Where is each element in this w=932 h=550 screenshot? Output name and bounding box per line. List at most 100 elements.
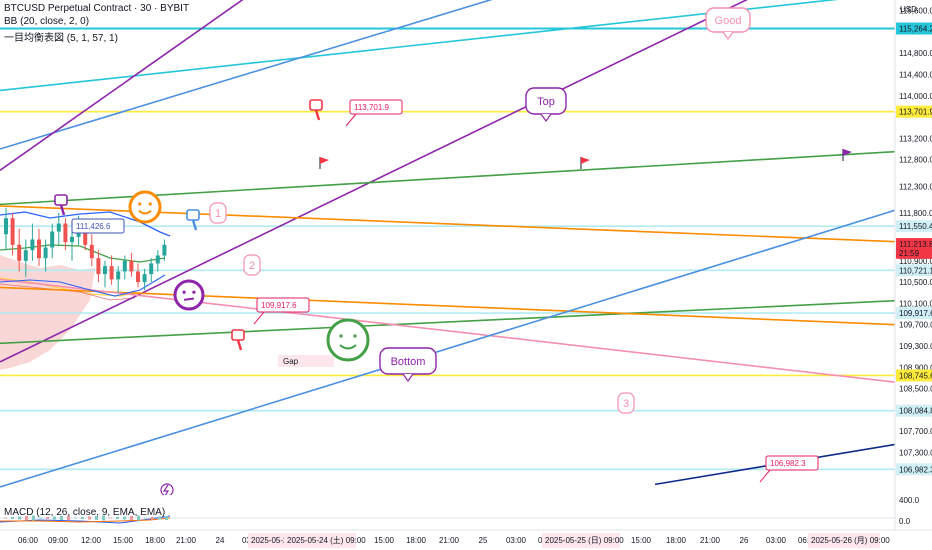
candle-body-5 [37, 239, 41, 259]
time-highlight-2 [542, 533, 620, 548]
callout-mid-box [71, 218, 125, 234]
macd-hist-7 [53, 516, 56, 520]
macd-hist-0 [4, 517, 7, 519]
hand-icon-2 [231, 329, 245, 341]
price-tick-label-15: 107,700.0 [899, 427, 932, 436]
macd-hist-12 [88, 516, 91, 520]
trendline-9 [0, 209, 895, 488]
macd-hist-2 [18, 516, 21, 520]
flag-icon-3 [843, 149, 852, 156]
price-tick-label-16: 107,300.0 [899, 448, 932, 457]
price-tick-label-13: 108,900.0 [899, 363, 932, 372]
smiley-purple-icon-eye-l [182, 290, 186, 294]
smiley-green-icon [326, 318, 370, 362]
number-tag-3-box [617, 392, 635, 414]
smiley-purple-icon [173, 279, 205, 311]
time-tick-label-5: 21:00 [176, 536, 197, 545]
price-badge-1 [896, 105, 932, 118]
time-highlight-label-1: 2025-05-24 (土) 09:00 [287, 535, 366, 545]
macd-hist-22 [158, 516, 161, 520]
price-tick-label-1: 114,800.0 [899, 49, 932, 58]
hand-icon-2-finger [236, 339, 243, 351]
price-badge-7 [896, 369, 932, 382]
candle-body-4 [30, 239, 35, 251]
macd-tick-label-0: 400.0 [899, 496, 920, 505]
bubble-good: Good [715, 15, 742, 27]
macd-hist-13 [95, 516, 98, 520]
callout-high-leader [345, 113, 357, 127]
callout-high-box [349, 99, 403, 115]
hand-icon-4 [186, 209, 200, 221]
price-tick-label-3: 114,000.0 [899, 92, 932, 101]
time-tick-label-21: 03:00 [766, 536, 787, 545]
bubble-bottom-tail [402, 373, 414, 383]
price-badge-8 [896, 404, 932, 417]
time-tick-label-0: 06:00 [18, 536, 39, 545]
candle-body-1 [10, 218, 15, 245]
macd-hist-21 [151, 517, 154, 519]
number-tag-1: 1 [215, 208, 221, 220]
number-tag-2-box [243, 254, 261, 276]
trendline-5 [0, 299, 895, 345]
flag-icon-2 [581, 157, 590, 164]
gap-label: Gap [283, 357, 299, 366]
hand-icon-4-finger [191, 219, 198, 231]
macd-hist-3 [25, 516, 28, 520]
price-badge-label-5: 110,721.1 [899, 266, 932, 275]
candle-body-20 [136, 271, 140, 283]
macd-hist-23 [165, 516, 168, 520]
price-badge-0 [896, 22, 932, 35]
price-badge-label-8: 108,084.8 [899, 407, 932, 416]
candle-body-22 [149, 263, 154, 275]
hand-icon-3-finger [59, 204, 66, 216]
hand-icon-3 [54, 194, 68, 206]
trendline-3 [0, 0, 748, 363]
callout-bottom: 106,982.3 [770, 459, 806, 468]
price-tick-label-0: 115,600.0 [899, 7, 932, 16]
price-badge-label-3: 111,213.8 [899, 240, 932, 249]
macd-hist-11 [81, 517, 84, 519]
macd-hist-6 [46, 517, 49, 519]
legend-bb: BB (20, close, 2, 0) [4, 16, 90, 27]
macd-signal [0, 517, 171, 523]
bubble-top: Top [537, 96, 555, 108]
time-tick-label-19: 21:00 [700, 536, 721, 545]
bb-upper [0, 211, 171, 237]
macd-hist-9 [67, 515, 70, 521]
candle-body-19 [129, 260, 134, 272]
price-badge-2 [896, 220, 932, 233]
price-tick-label-9: 110,500.0 [899, 278, 932, 287]
price-badge-5 [896, 264, 932, 277]
candle-body-9 [63, 223, 68, 243]
callout-low-leader [253, 311, 265, 325]
macd-hist-10 [74, 517, 77, 519]
price-tick-label-14: 108,500.0 [899, 385, 932, 394]
smiley-green-icon-eye-r [353, 334, 357, 338]
candle-body-12 [83, 226, 88, 245]
time-highlight-label-0: 2025-05-24 (土) [251, 535, 308, 545]
legend-ichimoku: 一目均衡表図 (5, 1, 57, 1) [4, 33, 118, 44]
candle-body-15 [103, 266, 107, 275]
candle-body-6 [43, 247, 48, 259]
trendline-8 [0, 278, 895, 383]
flag-icon-1 [320, 157, 329, 164]
price-badge-label-1: 113,701.9 [899, 108, 932, 117]
candle-body-2 [17, 244, 22, 261]
ichimoku-lag [0, 283, 136, 301]
trendline-7 [0, 286, 895, 326]
price-badge-label-2: 111,550.4 [899, 222, 932, 231]
macd-hist-19 [137, 515, 140, 521]
candle-body-18 [122, 260, 127, 272]
macd-hist-5 [39, 517, 42, 519]
price-tick-label-6: 112,300.0 [899, 182, 932, 191]
time-tick-label-14: 03:00 [506, 536, 527, 545]
smiley-orange-icon-mouth [138, 209, 152, 215]
time-tick-label-11: 18:00 [406, 536, 427, 545]
smiley-purple-icon-eye-r [192, 290, 196, 294]
price-badge-label-6: 109,917.6 [899, 309, 932, 318]
bubble-top-tail [540, 113, 552, 123]
time-highlight-label-2: 2025-05-25 (日) 09:00 [545, 536, 624, 545]
callout-bottom-leader [759, 469, 771, 483]
time-tick-label-4: 18:00 [145, 536, 166, 545]
